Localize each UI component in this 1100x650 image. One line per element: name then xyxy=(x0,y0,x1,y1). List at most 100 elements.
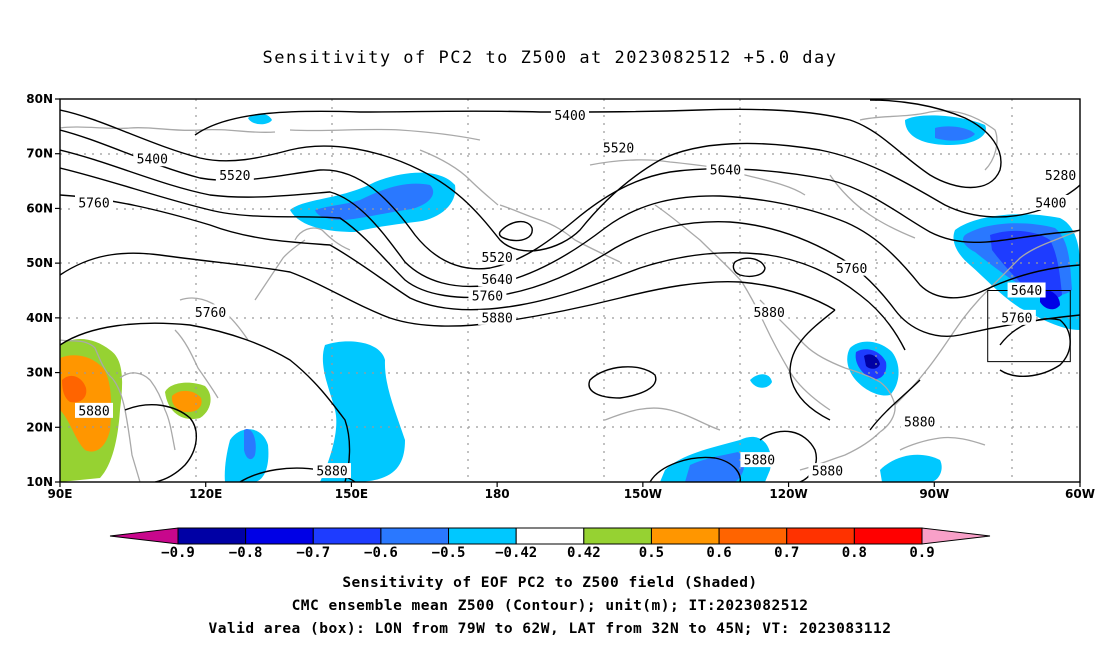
contour-label: 5520 xyxy=(219,169,250,184)
lon-tick-label: 90E xyxy=(48,487,73,501)
shade-atl-royal xyxy=(990,230,1062,300)
contour-label-bg xyxy=(133,151,172,167)
colorbar-tick-label: −0.8 xyxy=(228,545,263,561)
contour-label-bg xyxy=(1007,282,1046,298)
colorbar-max-arrow xyxy=(921,527,991,545)
lat-tick-label: 60N xyxy=(26,201,53,215)
footer-line-3: Valid area (box): LON from 79W to 62W, L… xyxy=(208,621,892,637)
colorbar-segment xyxy=(786,527,855,545)
colorbar-segment xyxy=(515,527,585,545)
contour-label: 5760 xyxy=(836,262,867,277)
plot-frame xyxy=(59,98,1081,483)
contour-label-bg xyxy=(1031,194,1070,210)
colorbar-tick-label: 0.6 xyxy=(706,545,732,561)
colorbar-tick-label: −0.5 xyxy=(431,545,466,561)
colorbar xyxy=(109,527,991,545)
footer-line-1: Sensitivity of EOF PC2 to Z500 field (Sh… xyxy=(342,575,758,591)
contour-label: 5880 xyxy=(481,311,512,326)
chart-title: Sensitivity of PC2 to Z500 at 2023082512… xyxy=(262,48,838,68)
colorbar-segment xyxy=(583,527,652,545)
contour-label-bg xyxy=(191,304,230,320)
colorbar-segment xyxy=(650,527,720,545)
contour-label: 5880 xyxy=(904,415,935,430)
contour-label: 5400 xyxy=(554,109,585,124)
contour-label-bg xyxy=(1041,167,1080,183)
contour-label-bg xyxy=(706,162,745,178)
contour-label: 5760 xyxy=(472,289,503,304)
shade-gulf-dark xyxy=(864,354,880,369)
contour-label-bg xyxy=(75,402,113,418)
colorbar-tick-label: 0.7 xyxy=(774,545,800,561)
lat-tick-label: 50N xyxy=(26,256,53,270)
contour-label-bg xyxy=(478,249,517,265)
shade-arctic-cyan xyxy=(248,113,272,125)
contour-label: 5760 xyxy=(195,306,226,321)
shade-mex-cyan xyxy=(750,374,772,388)
colorbar-tick-label: 0.5 xyxy=(638,545,665,561)
lon-tick-label: 90W xyxy=(919,487,949,501)
contour-label: 5280 xyxy=(1045,169,1076,184)
shade-asia-orange-dark xyxy=(62,375,87,403)
colorbar-tick-label: −0.7 xyxy=(296,545,331,561)
colorbar-tick-label: 0.8 xyxy=(841,545,867,561)
contour-labels: 5400 5400 5520 5520 5640 5280 5400 5760 5520 5640… xyxy=(75,107,1080,480)
colorbar-tick-label: −0.9 xyxy=(161,545,195,561)
contour-label-bg xyxy=(750,304,789,320)
contour-label: 5880 xyxy=(316,465,347,480)
lon-axis: 90E 120E 150E 180 150W 120W 90W 60W xyxy=(48,482,1095,501)
shade-greenland-blue xyxy=(935,126,975,141)
lat-tick-label: 70N xyxy=(26,147,53,161)
contour-label-bg xyxy=(997,309,1036,325)
contour-label-bg xyxy=(808,463,847,479)
contour-label-bg xyxy=(740,452,779,468)
contour-label: 5640 xyxy=(710,164,741,179)
colorbar-segment xyxy=(718,527,788,545)
lon-tick-label: 150W xyxy=(624,487,662,501)
colorbar-segment xyxy=(312,527,382,545)
contour-label: 5640 xyxy=(481,273,512,288)
colorbar-tick-label: 0.42 xyxy=(566,545,601,561)
colorbar-segment xyxy=(245,527,314,545)
lat-tick-label: 20N xyxy=(26,420,53,434)
contour-label-bg xyxy=(478,309,517,325)
lon-tick-label: 150E xyxy=(335,487,368,501)
contour-label: 5400 xyxy=(1035,196,1066,211)
contour-label: 5880 xyxy=(78,404,109,419)
contour-label: 5640 xyxy=(1011,284,1042,299)
shade-bering-blue xyxy=(315,183,434,220)
contour-label: 5520 xyxy=(481,251,512,266)
contour-label-bg xyxy=(551,107,589,123)
colorbar-tick-label: 0.9 xyxy=(909,545,935,561)
lon-tick-label: 180 xyxy=(485,487,510,501)
contour-label: 5520 xyxy=(603,142,634,157)
colorbar-segment xyxy=(177,527,247,545)
shade-east-china-orange xyxy=(171,390,202,413)
contour-label-bg xyxy=(75,194,113,210)
contour-label-bg xyxy=(900,413,939,429)
colorbar-segment xyxy=(853,527,923,545)
footer-line-2: CMC ensemble mean Z500 (Contour); unit(m… xyxy=(291,598,809,614)
contour-label-bg xyxy=(215,167,254,183)
shade-carib-cyan xyxy=(880,454,942,482)
lat-tick-label: 10N xyxy=(26,475,53,489)
shade-epac-blue xyxy=(685,452,745,482)
lat-axis: 10N 20N 30N 40N 50N 60N 70N 80N xyxy=(26,92,60,489)
contour-label-bg xyxy=(832,260,871,276)
colorbar-min-arrow xyxy=(109,527,179,545)
shaded-sensitivity xyxy=(60,113,1080,482)
contour-label: 5400 xyxy=(137,153,168,168)
lat-tick-label: 40N xyxy=(26,311,53,325)
lat-tick-label: 80N xyxy=(26,92,53,106)
shade-pacific-cyan xyxy=(320,341,405,482)
colorbar-segment xyxy=(380,527,450,545)
contour-label: 5880 xyxy=(744,454,775,469)
contour-label-bg xyxy=(468,287,507,303)
colorbar-segment xyxy=(448,527,517,545)
contour-label-bg xyxy=(599,140,638,156)
z500-contours xyxy=(60,99,1080,482)
lon-tick-label: 120W xyxy=(769,487,807,501)
lon-tick-label: 60W xyxy=(1065,487,1095,501)
lat-tick-label: 30N xyxy=(26,366,53,380)
shade-pacific-blue xyxy=(244,429,256,460)
